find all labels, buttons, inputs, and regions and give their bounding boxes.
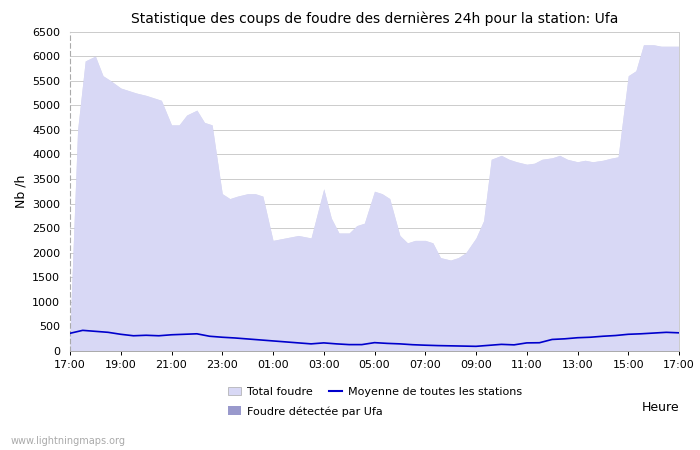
Title: Statistique des coups de foudre des dernières 24h pour la station: Ufa: Statistique des coups de foudre des dern… xyxy=(131,12,618,26)
Text: www.lightningmaps.org: www.lightningmaps.org xyxy=(10,436,125,446)
Y-axis label: Nb /h: Nb /h xyxy=(15,175,28,208)
Text: Heure: Heure xyxy=(641,400,679,414)
Legend: Foudre détectée par Ufa: Foudre détectée par Ufa xyxy=(228,406,382,417)
